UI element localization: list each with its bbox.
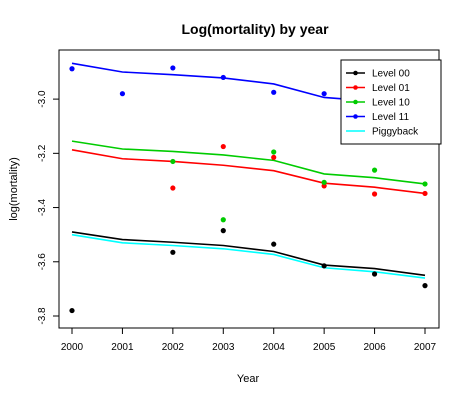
y-tick-label: -3.0 xyxy=(37,90,48,108)
y-tick-label: -3.8 xyxy=(37,307,48,325)
legend-marker xyxy=(353,99,358,105)
legend-label: Level 00 xyxy=(372,69,410,80)
data-point-level-11 xyxy=(119,91,126,97)
data-point-level-00 xyxy=(422,283,428,289)
legend-marker xyxy=(353,114,358,119)
series-line-level-10 xyxy=(71,140,426,185)
data-point-level-00 xyxy=(271,241,277,247)
data-point-level-11 xyxy=(170,65,176,71)
data-point-level-00 xyxy=(220,228,226,234)
x-tick-label: 2004 xyxy=(263,342,286,353)
data-point-level-11 xyxy=(69,66,75,72)
data-point-level-11 xyxy=(220,74,226,81)
y-tick-label: -3.6 xyxy=(37,253,48,271)
legend-marker xyxy=(353,70,358,76)
x-tick-label: 2006 xyxy=(363,342,386,353)
y-tick-label: -3.2 xyxy=(37,144,48,162)
series-line-piggyback xyxy=(71,233,426,279)
data-point-level-01 xyxy=(371,191,378,197)
chart-title: Log(mortality) by year xyxy=(181,21,329,37)
data-point-level-11 xyxy=(271,89,277,95)
data-point-level-00 xyxy=(321,263,327,269)
x-tick-label: 2002 xyxy=(162,342,185,353)
x-axis: 2000 2001 2002 2003 2004 2005 2006 2007 xyxy=(61,328,437,353)
plot-frame xyxy=(58,49,440,329)
legend-marker xyxy=(353,85,358,90)
x-tick-label: 2000 xyxy=(61,342,84,353)
x-tick-label: 2003 xyxy=(212,342,235,353)
data-point-level-10 xyxy=(170,158,176,165)
y-axis: -3.8 -3.6 -3.4 -3.2 -3.0 xyxy=(37,90,59,325)
data-point-level-11 xyxy=(321,91,327,97)
data-point-level-00 xyxy=(371,271,378,277)
data-point-level-00 xyxy=(170,249,176,255)
legend: Level 00 Level 01 Level 10 Level 11 Piggybac… xyxy=(340,59,442,145)
y-axis-label: log(mortality) xyxy=(8,157,20,221)
y-tick-label: -3.4 xyxy=(37,199,48,217)
data-point-level-10 xyxy=(271,149,277,155)
data-point-level-10 xyxy=(422,181,428,187)
data-point-level-10 xyxy=(371,167,378,173)
data-point-level-10 xyxy=(321,179,327,185)
data-point-level-01 xyxy=(422,190,428,197)
data-point-level-01 xyxy=(220,143,226,150)
legend-label: Level 01 xyxy=(372,83,410,94)
x-tick-label: 2005 xyxy=(313,342,336,353)
legend-label: Piggyback xyxy=(372,127,419,138)
data-point-level-01 xyxy=(170,185,176,191)
legend-label: Level 11 xyxy=(372,112,410,123)
series-points xyxy=(69,65,428,314)
series-line-level-00 xyxy=(71,231,426,277)
series-line-level-01 xyxy=(71,149,426,195)
legend-label: Level 10 xyxy=(372,98,410,109)
x-axis-label: Year xyxy=(237,373,260,385)
x-tick-label: 2007 xyxy=(414,342,437,353)
x-tick-label: 2001 xyxy=(111,342,134,353)
data-point-level-01 xyxy=(271,154,277,160)
data-point-level-00 xyxy=(69,307,75,314)
data-point-level-10 xyxy=(220,217,226,223)
